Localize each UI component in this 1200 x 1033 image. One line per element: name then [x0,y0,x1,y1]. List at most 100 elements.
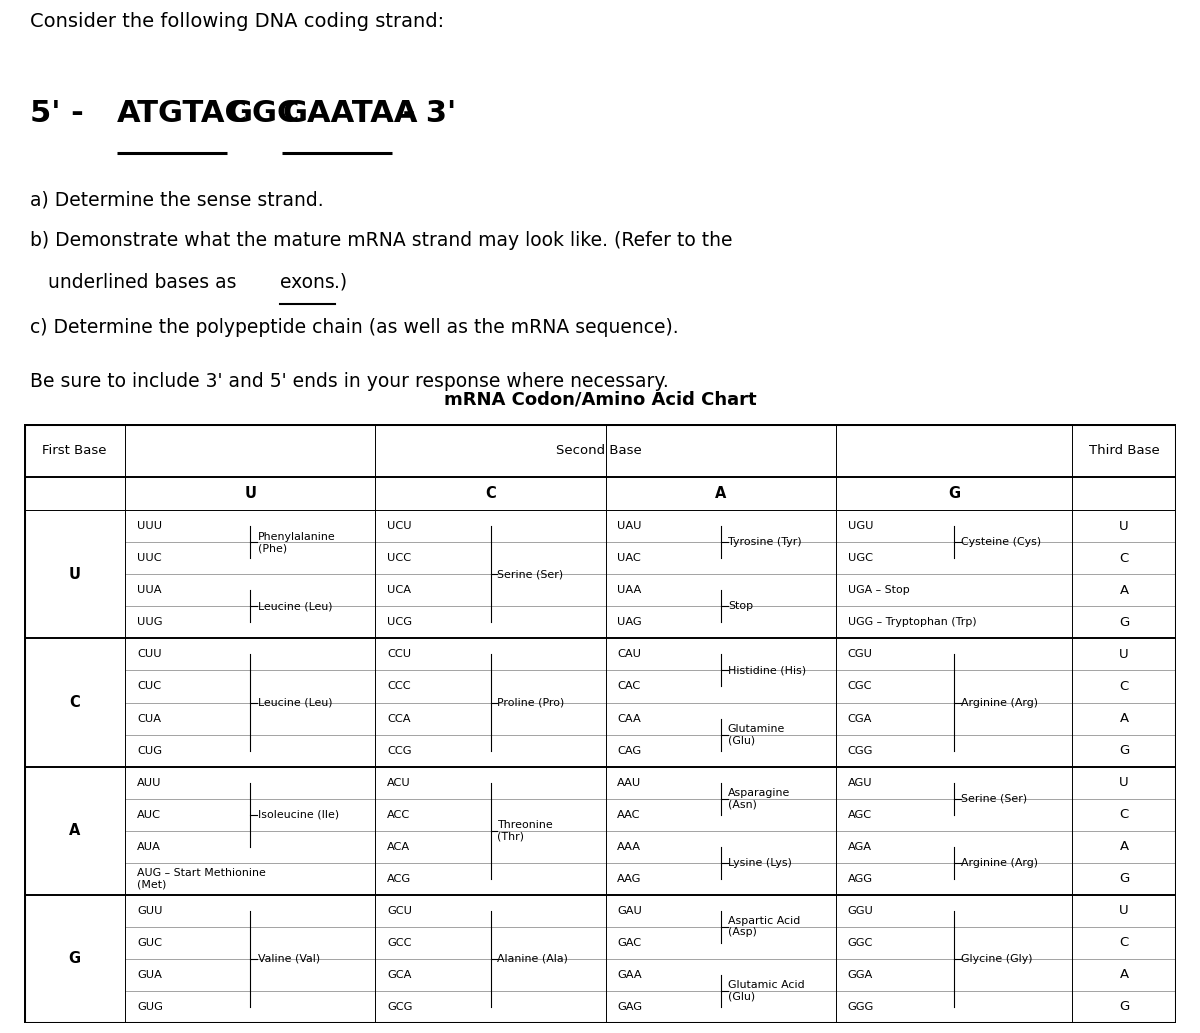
Text: Serine (Ser): Serine (Ser) [498,569,564,580]
Text: GGC: GGC [227,99,300,128]
Text: CUC: CUC [137,682,161,691]
Text: Consider the following DNA coding strand:: Consider the following DNA coding strand… [30,12,444,31]
Text: U: U [245,487,257,501]
Text: UCA: UCA [386,586,410,595]
Text: GCG: GCG [386,1002,413,1011]
Text: AAA: AAA [617,842,641,851]
Text: AUU: AUU [137,778,161,787]
Text: b) Demonstrate what the mature mRNA strand may look like. (Refer to the: b) Demonstrate what the mature mRNA stra… [30,231,732,250]
Text: GAU: GAU [617,906,642,915]
Text: Arginine (Arg): Arginine (Arg) [961,697,1038,708]
Text: G: G [1120,1000,1129,1013]
Text: ACA: ACA [386,842,410,851]
Text: Threonine
(Thr): Threonine (Thr) [498,820,553,841]
Text: Glycine (Gly): Glycine (Gly) [961,953,1033,964]
Text: CGU: CGU [847,650,872,659]
Text: A: A [1120,712,1129,725]
Text: AAU: AAU [617,778,642,787]
Text: AUA: AUA [137,842,161,851]
Text: CGC: CGC [847,682,872,691]
Text: UGG – Tryptophan (Trp): UGG – Tryptophan (Trp) [847,618,977,627]
Text: GUC: GUC [137,938,162,947]
Text: UAU: UAU [617,522,642,531]
Text: C: C [70,695,80,710]
Text: G: G [68,951,80,966]
Text: AUC: AUC [137,810,161,819]
Text: CCC: CCC [386,682,410,691]
Text: Arginine (Arg): Arginine (Arg) [961,857,1038,868]
Text: Lysine (Lys): Lysine (Lys) [728,857,792,868]
Text: C: C [1120,808,1129,821]
Text: UCC: UCC [386,554,412,563]
Text: CAC: CAC [617,682,641,691]
Text: UGA – Stop: UGA – Stop [847,586,910,595]
Text: Tyrosine (Tyr): Tyrosine (Tyr) [728,537,802,547]
Text: UCG: UCG [386,618,412,627]
Text: 5' -: 5' - [30,99,95,128]
Text: GAC: GAC [617,938,642,947]
Text: U: U [1120,520,1129,533]
Text: Phenylalanine
(Phe): Phenylalanine (Phe) [258,532,336,554]
Text: A: A [1120,968,1129,981]
Text: Isoleucine (Ile): Isoleucine (Ile) [258,810,338,819]
Text: CGA: CGA [847,714,872,723]
Text: Cysteine (Cys): Cysteine (Cys) [961,537,1042,547]
Text: - 3': - 3' [392,99,456,128]
Text: ACG: ACG [386,874,412,883]
Text: underlined bases as: underlined bases as [30,273,242,291]
Text: U: U [1120,648,1129,661]
Text: GAG: GAG [617,1002,642,1011]
Text: G: G [1120,744,1129,757]
Text: AAG: AAG [617,874,642,883]
Text: GCA: GCA [386,970,412,979]
Text: UAA: UAA [617,586,642,595]
Text: Leucine (Leu): Leucine (Leu) [258,697,332,708]
Text: CCU: CCU [386,650,412,659]
Text: Leucine (Leu): Leucine (Leu) [258,601,332,612]
Text: A: A [1120,584,1129,597]
Text: CCA: CCA [386,714,410,723]
Text: A: A [1120,840,1129,853]
Text: a) Determine the sense strand.: a) Determine the sense strand. [30,190,324,209]
Text: UAG: UAG [617,618,642,627]
Text: GAA: GAA [617,970,642,979]
Text: GCU: GCU [386,906,412,915]
Text: A: A [715,487,727,501]
Text: G: G [1120,872,1129,885]
Text: GUA: GUA [137,970,162,979]
Text: GUG: GUG [137,1002,163,1011]
Text: CUG: CUG [137,746,162,755]
Text: AGG: AGG [847,874,872,883]
Text: CAU: CAU [617,650,641,659]
Text: First Base: First Base [42,444,107,457]
Text: Alanine (Ala): Alanine (Ala) [498,953,569,964]
Text: .): .) [335,273,348,291]
Text: GGA: GGA [847,970,872,979]
Text: UGC: UGC [847,554,872,563]
Text: C: C [485,487,496,501]
Text: A: A [70,823,80,838]
Text: CUU: CUU [137,650,162,659]
Text: GGU: GGU [847,906,874,915]
Text: UAC: UAC [617,554,641,563]
Text: UUA: UUA [137,586,161,595]
Text: Asparagine
(Asn): Asparagine (Asn) [728,788,791,809]
Text: mRNA Codon/Amino Acid Chart: mRNA Codon/Amino Acid Chart [444,390,756,408]
Text: ACC: ACC [386,810,410,819]
Text: U: U [68,567,80,582]
Text: ATGTAC: ATGTAC [118,99,248,128]
Text: GUU: GUU [137,906,162,915]
Text: C: C [1120,552,1129,565]
Text: Be sure to include 3' and 5' ends in your response where necessary.: Be sure to include 3' and 5' ends in you… [30,372,668,390]
Text: UUU: UUU [137,522,162,531]
Text: exons: exons [280,273,335,291]
Text: c) Determine the polypeptide chain (as well as the mRNA sequence).: c) Determine the polypeptide chain (as w… [30,318,679,337]
Text: CUA: CUA [137,714,161,723]
Text: C: C [1120,936,1129,949]
Text: AGU: AGU [847,778,872,787]
Text: AAC: AAC [617,810,641,819]
Text: Aspartic Acid
(Asp): Aspartic Acid (Asp) [728,916,800,937]
Text: Third Base: Third Base [1088,444,1159,457]
Text: U: U [1120,776,1129,789]
Text: AGC: AGC [847,810,872,819]
